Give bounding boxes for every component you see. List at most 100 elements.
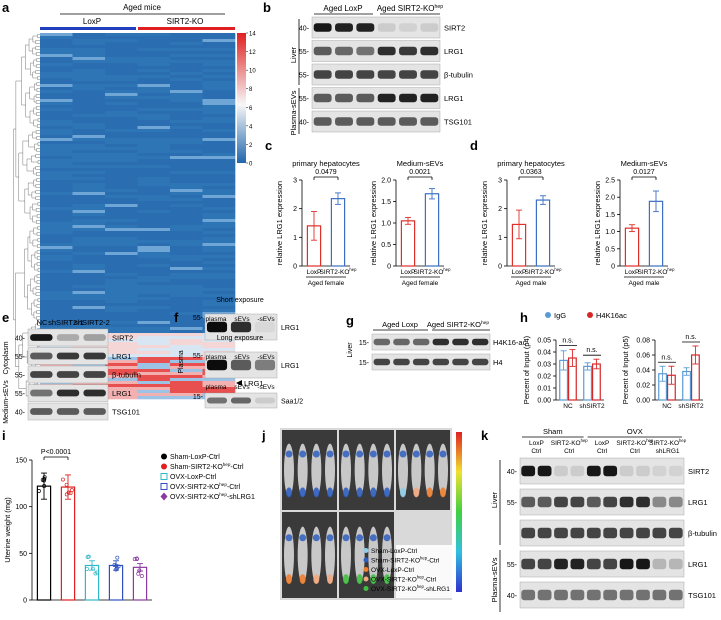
- data-point: [60, 477, 65, 482]
- heatmap-cell: [137, 246, 171, 250]
- heatmap-cell: [40, 84, 73, 88]
- band: [377, 23, 396, 32]
- heatmap-cell: [137, 111, 171, 115]
- band: [570, 527, 585, 539]
- band: [30, 389, 53, 397]
- heatmap-cell: [105, 387, 138, 391]
- heatmap-cell: [170, 165, 203, 169]
- protein-label: H4: [493, 358, 503, 367]
- heatmap-cell: [137, 213, 171, 217]
- heatmap-cell: [202, 156, 236, 160]
- heatmap-cell: [40, 141, 73, 145]
- heatmap-cell: [137, 288, 171, 292]
- heatmap-cell: [170, 264, 203, 268]
- heatmap-cell: [72, 54, 106, 58]
- label-part: OVX-SIRT2-KO: [371, 577, 417, 584]
- heatmap-cell: [72, 90, 106, 94]
- band: [377, 70, 396, 79]
- group-bar: [138, 27, 235, 30]
- heatmap-cell: [105, 183, 138, 187]
- heatmap-cell: [105, 93, 138, 97]
- legend-marker: [160, 473, 168, 480]
- heatmap-cell: [40, 201, 73, 205]
- heatmap-cell: [105, 354, 138, 358]
- band: [393, 338, 410, 346]
- heatmap-cell: [40, 282, 73, 286]
- band: [254, 321, 276, 333]
- band: [420, 46, 439, 56]
- band: [521, 496, 536, 508]
- heatmap-cell: [137, 273, 171, 277]
- heatmap-cell: [137, 381, 171, 385]
- heatmap-cell: [105, 177, 138, 181]
- heatmap-cell: [202, 48, 236, 52]
- heatmap-cell: [137, 306, 171, 310]
- heatmap-cell: [72, 327, 106, 331]
- heatmap-cell: [105, 291, 138, 295]
- heatmap-cell: [72, 306, 106, 310]
- heatmap-cell: [40, 168, 73, 172]
- tissue-label: Medium-sEVs: [3, 380, 10, 424]
- heatmap-cell: [137, 318, 171, 322]
- heatmap-cell: [202, 216, 236, 220]
- label-part: hep: [646, 438, 654, 443]
- band: [537, 465, 552, 477]
- signal: [384, 574, 390, 585]
- heatmap-cell: [202, 45, 236, 49]
- legend-label: Sham-SIRT2-KOhep-Ctrl: [371, 556, 440, 565]
- heatmap-cell: [137, 282, 171, 286]
- heatmap-cell: [72, 42, 106, 46]
- band: [254, 397, 276, 404]
- heatmap-cell: [105, 144, 138, 148]
- heatmap-cell: [202, 282, 236, 286]
- heatmap-cell: [202, 261, 236, 265]
- heatmap-cell: [202, 111, 236, 115]
- heatmap-cell: [40, 117, 73, 121]
- heatmap-cell: [105, 270, 138, 274]
- heatmap-cell: [72, 129, 106, 133]
- x-axis-label: Aged female: [308, 280, 345, 287]
- blot: [311, 110, 441, 133]
- bar: [591, 363, 601, 401]
- heatmap-cell: [105, 51, 138, 55]
- heatmap-cell: [202, 240, 236, 244]
- lane-label: sEVs: [234, 384, 250, 391]
- heatmap-cell: [137, 321, 171, 325]
- heatmap-cell: [72, 240, 106, 244]
- heatmap-cell: [137, 387, 171, 391]
- data-point: [115, 555, 120, 560]
- signal: [384, 487, 390, 498]
- heatmap-cell: [72, 36, 106, 40]
- band: [356, 70, 375, 79]
- heatmap-cell: [170, 141, 203, 145]
- data-point: [137, 568, 142, 573]
- heatmap-cell: [72, 99, 106, 103]
- data-point: [64, 482, 69, 487]
- heatmap-cell: [72, 285, 106, 289]
- heatmap-cell: [137, 69, 171, 73]
- heatmap-cell: [170, 108, 203, 112]
- heatmap-cell: [170, 45, 203, 49]
- band: [230, 359, 252, 371]
- heatmap-cell: [40, 171, 73, 175]
- heatmap-cell: [105, 126, 138, 130]
- heatmap-cell: [170, 387, 203, 391]
- heatmap-cell: [170, 63, 203, 67]
- heatmap-cell: [105, 96, 138, 100]
- heatmap-cell: [170, 132, 203, 136]
- protein-label: β-tubulin: [688, 529, 717, 538]
- heatmap-cell: [105, 186, 138, 190]
- heatmap-cell: [72, 219, 106, 223]
- heatmap-cell: [170, 342, 203, 346]
- colorbar-label: 2: [249, 143, 253, 149]
- signal: [326, 534, 334, 542]
- heatmap-cell: [170, 87, 203, 91]
- y-tick-label: 1: [498, 235, 502, 242]
- heatmap-cell: [40, 300, 73, 304]
- heatmap-cell: [105, 243, 138, 247]
- y-tick-label: 0.06: [636, 353, 650, 360]
- band: [30, 408, 53, 415]
- heatmap-cell: [105, 360, 138, 364]
- heatmap-cell: [202, 276, 236, 280]
- heatmap-cell: [40, 126, 73, 130]
